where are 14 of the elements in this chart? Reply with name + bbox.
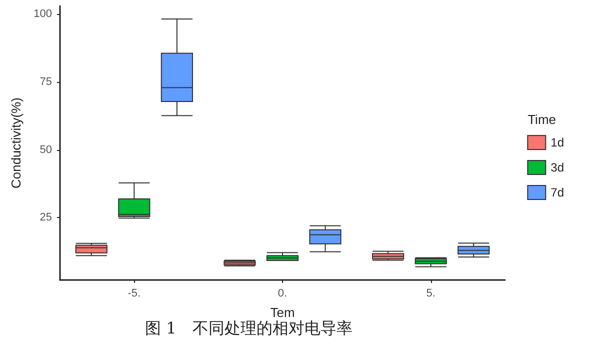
- y-tick-label: 25: [40, 212, 52, 224]
- caption: 图 1 不同处理的相对电导率: [145, 318, 352, 338]
- legend-label: 3d: [550, 160, 564, 174]
- x-tick-label: 0.: [278, 288, 288, 300]
- y-tick-label: 100: [34, 8, 52, 20]
- y-tick-label: 75: [40, 76, 52, 88]
- x-tick-label: -5.: [128, 288, 141, 300]
- legend-label: 7d: [550, 186, 564, 200]
- legend-label: 1d: [550, 136, 564, 150]
- x-axis-title: Tem: [270, 305, 295, 320]
- y-axis-title: Conductivity(%): [8, 97, 24, 189]
- legend-title: Time: [528, 112, 556, 127]
- x-tick-label: 5.: [426, 288, 436, 300]
- y-tick-label: 50: [40, 144, 52, 156]
